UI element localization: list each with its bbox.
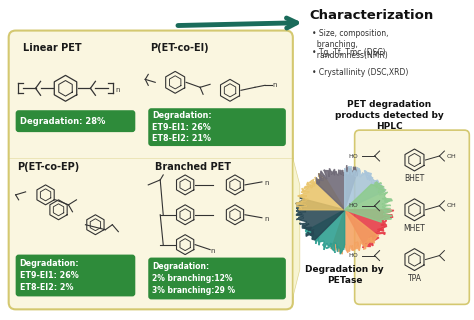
Text: n: n [272,82,276,88]
Polygon shape [331,210,378,254]
Text: TPA: TPA [408,274,421,283]
Text: PET degradation
products detected by
HPLC: PET degradation products detected by HPL… [335,100,444,132]
Text: n: n [264,216,268,222]
Polygon shape [296,173,345,210]
Polygon shape [345,182,392,222]
Text: Degradation by
PETase: Degradation by PETase [305,265,384,285]
Text: n: n [264,180,268,186]
Text: OH: OH [447,154,456,158]
Text: HO: HO [348,253,358,258]
Text: OH: OH [447,203,456,208]
FancyBboxPatch shape [355,130,469,304]
Text: Degradation:
ET9-EI1: 26%
ET8-EI2: 2%: Degradation: ET9-EI1: 26% ET8-EI2: 2% [19,259,79,292]
Text: • Tg, Tf, Tmc (DSC): • Tg, Tf, Tmc (DSC) [312,49,385,58]
Text: • Size, composition,
  branching,
  randomness(NMR): • Size, composition, branching, randomne… [312,28,388,60]
Polygon shape [296,197,345,240]
FancyBboxPatch shape [16,110,135,132]
Text: BHET: BHET [404,174,425,183]
Text: Branched PET: Branched PET [155,162,231,172]
Text: n: n [210,248,215,254]
Text: • Crystallinity (DSC,XRD): • Crystallinity (DSC,XRD) [312,68,408,77]
Polygon shape [316,165,358,210]
Text: HO: HO [348,154,358,158]
Text: Linear PET: Linear PET [23,43,81,52]
Text: MHET: MHET [403,224,425,233]
Polygon shape [293,158,300,297]
Polygon shape [345,166,385,210]
Text: Degradation: 28%: Degradation: 28% [19,117,105,126]
Text: Degradation:
2% branching:12%
3% branching:29 %: Degradation: 2% branching:12% 3% branchi… [152,262,236,295]
Polygon shape [304,210,345,254]
FancyBboxPatch shape [16,255,135,296]
Text: n: n [115,87,120,93]
Text: Characterization: Characterization [310,9,434,22]
Text: Degradation:
ET9-EI1: 26%
ET8-EI2: 21%: Degradation: ET9-EI1: 26% ET8-EI2: 21% [152,111,212,143]
FancyBboxPatch shape [148,108,286,146]
Text: P(ET-co-EP): P(ET-co-EP) [17,162,79,172]
FancyArrowPatch shape [178,18,297,28]
Text: P(ET-co-EI): P(ET-co-EI) [150,43,209,52]
FancyBboxPatch shape [9,31,293,309]
Text: HO: HO [348,203,358,208]
FancyBboxPatch shape [148,258,286,300]
Polygon shape [345,210,394,248]
